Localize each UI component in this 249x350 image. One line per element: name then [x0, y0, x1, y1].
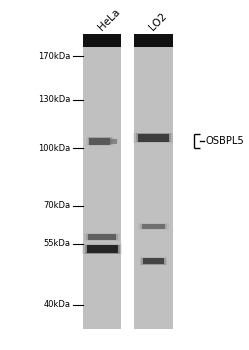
Bar — [83, 47, 122, 329]
Bar — [143, 258, 164, 264]
Bar — [110, 139, 117, 144]
Bar — [85, 245, 120, 253]
Text: LO2: LO2 — [147, 11, 169, 33]
Bar — [110, 139, 117, 144]
Text: 70kDa: 70kDa — [44, 201, 71, 210]
Bar — [138, 223, 169, 230]
Text: 40kDa: 40kDa — [44, 300, 71, 309]
Bar — [86, 234, 118, 240]
Text: 170kDa: 170kDa — [38, 51, 71, 61]
Bar — [86, 137, 114, 146]
Bar — [141, 258, 166, 265]
Bar — [138, 134, 169, 142]
Bar — [134, 34, 173, 47]
Bar — [140, 224, 167, 229]
Text: HeLa: HeLa — [96, 7, 122, 33]
Bar — [84, 233, 120, 240]
Bar — [82, 244, 122, 254]
Text: 130kDa: 130kDa — [38, 95, 71, 104]
Bar — [136, 133, 171, 142]
Bar — [109, 138, 118, 144]
Text: 100kDa: 100kDa — [39, 144, 71, 153]
Bar — [88, 234, 116, 240]
Bar — [87, 245, 118, 253]
Bar — [133, 133, 173, 143]
Bar — [141, 224, 165, 229]
Text: 55kDa: 55kDa — [44, 239, 71, 248]
Bar — [89, 138, 111, 145]
Bar — [140, 258, 167, 265]
Bar — [83, 34, 122, 47]
Bar — [134, 47, 173, 329]
Bar — [88, 137, 112, 145]
Text: OSBPL5: OSBPL5 — [206, 136, 245, 146]
